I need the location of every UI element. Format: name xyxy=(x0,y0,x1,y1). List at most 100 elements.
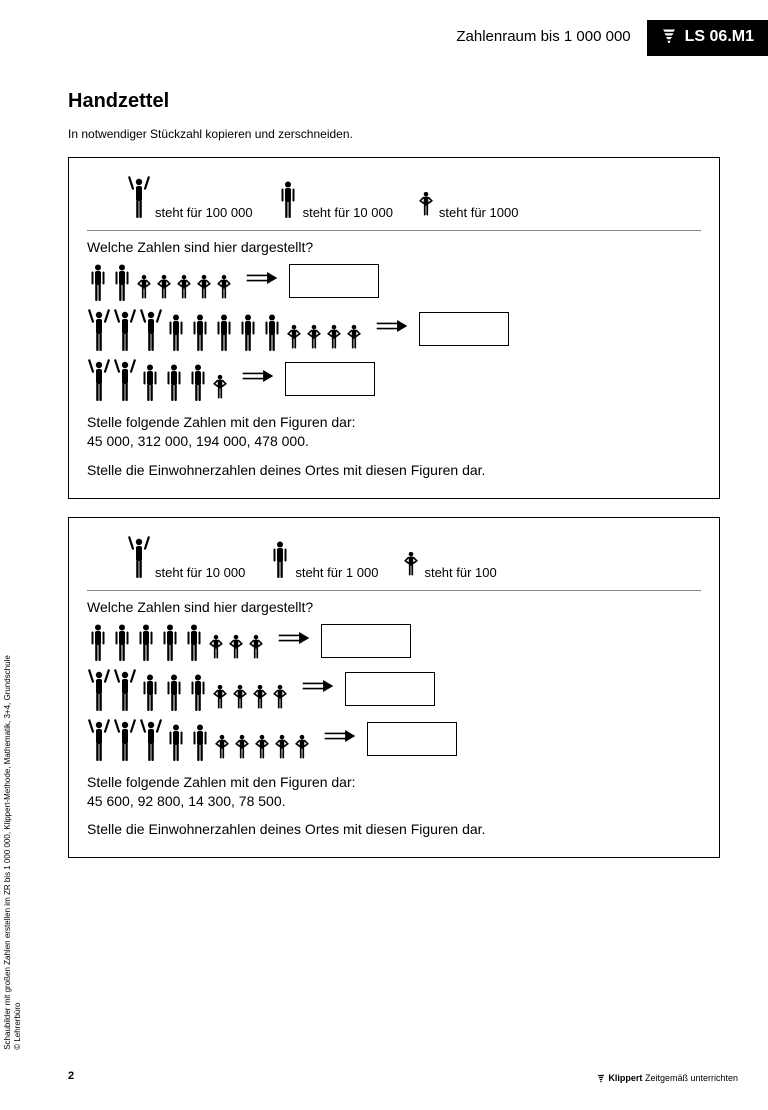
figure-normal-icon xyxy=(135,623,157,663)
figure-normal-icon xyxy=(111,623,133,663)
figure-small-icon xyxy=(211,371,229,403)
legend-item: steht für 1 000 xyxy=(269,540,378,580)
figure-normal-icon xyxy=(187,363,209,403)
figure-normal-icon xyxy=(87,623,109,663)
figure-arms-up-icon xyxy=(127,536,151,580)
figure-small-icon xyxy=(215,271,233,303)
figure-row xyxy=(87,669,701,713)
arrow-icon xyxy=(241,369,275,383)
figure-arms-up-icon xyxy=(113,309,137,353)
section-title: Zahlenraum bis 1 000 000 xyxy=(456,20,646,45)
legend-item: steht für 100 000 xyxy=(127,176,253,220)
arrow-icon xyxy=(323,729,357,743)
figure-small-icon xyxy=(233,731,251,763)
figure-row xyxy=(87,623,701,663)
figure-normal-icon xyxy=(159,623,181,663)
footer-brand: Klippert Zeitgemäß unterrichten xyxy=(596,1073,738,1084)
figure-normal-icon xyxy=(213,313,235,353)
page-title: Handzettel xyxy=(68,90,720,113)
figure-normal-icon xyxy=(261,313,283,353)
legend-label: steht für 100 000 xyxy=(155,205,253,220)
figure-arms-up-icon xyxy=(87,719,111,763)
instruction-text: Stelle folgende Zahlen mit den Figuren d… xyxy=(87,773,701,811)
arrow-icon xyxy=(375,319,409,333)
figure-normal-icon xyxy=(165,313,187,353)
figure-normal-icon xyxy=(139,363,161,403)
legend-item: steht für 1000 xyxy=(417,188,519,220)
figure-arms-up-icon xyxy=(87,359,111,403)
figure-arms-up-icon xyxy=(87,309,111,353)
instruction-text: Stelle die Einwohnerzahlen deines Ortes … xyxy=(87,461,701,480)
figure-arms-up-icon xyxy=(113,719,137,763)
arrow-icon xyxy=(245,271,279,285)
arrow-icon xyxy=(301,679,335,693)
figure-normal-icon xyxy=(269,540,291,580)
figure-small-icon xyxy=(285,321,303,353)
answer-box[interactable] xyxy=(345,672,435,706)
figure-row xyxy=(87,309,701,353)
figure-arms-up-icon xyxy=(87,669,111,713)
figure-normal-icon xyxy=(163,363,185,403)
figure-small-icon xyxy=(325,321,343,353)
figure-normal-icon xyxy=(87,263,109,303)
page-subtitle: In notwendiger Stückzahl kopieren und ze… xyxy=(68,127,720,141)
page-header: Zahlenraum bis 1 000 000 LS 06.M1 xyxy=(68,20,768,56)
figure-small-icon xyxy=(402,548,420,580)
figure-arms-up-icon xyxy=(139,309,163,353)
legend-label: steht für 10 000 xyxy=(155,565,245,580)
figure-normal-icon xyxy=(187,673,209,713)
figure-arms-up-icon xyxy=(127,176,151,220)
exercise-box-2: steht für 10 000 steht für 1 000 steht f… xyxy=(68,517,720,859)
legend-label: steht für 1 000 xyxy=(295,565,378,580)
figure-small-icon xyxy=(195,271,213,303)
figure-small-icon xyxy=(213,731,231,763)
figure-normal-icon xyxy=(277,180,299,220)
question-text: Welche Zahlen sind hier dargestellt? xyxy=(87,599,701,615)
instruction-text: Stelle die Einwohnerzahlen deines Ortes … xyxy=(87,820,701,839)
badge-text: LS 06.M1 xyxy=(685,28,754,46)
answer-box[interactable] xyxy=(321,624,411,658)
figure-small-icon xyxy=(231,681,249,713)
figure-row xyxy=(87,359,701,403)
answer-box[interactable] xyxy=(289,264,379,298)
lesson-badge: LS 06.M1 xyxy=(647,20,768,56)
answer-box[interactable] xyxy=(285,362,375,396)
figure-small-icon xyxy=(247,631,265,663)
figure-normal-icon xyxy=(111,263,133,303)
figure-small-icon xyxy=(227,631,245,663)
figure-small-icon xyxy=(251,681,269,713)
legend-label: steht für 100 xyxy=(424,565,496,580)
exercise-box-1: steht für 100 000 steht für 10 000 steht… xyxy=(68,157,720,499)
figure-small-icon xyxy=(305,321,323,353)
legend-label: steht für 1000 xyxy=(439,205,519,220)
figure-row xyxy=(87,719,701,763)
legend-item: steht für 100 xyxy=(402,548,496,580)
figure-normal-icon xyxy=(139,673,161,713)
question-text: Welche Zahlen sind hier dargestellt? xyxy=(87,239,701,255)
legend-item: steht für 10 000 xyxy=(277,180,393,220)
legend: steht für 10 000 steht für 1 000 steht f… xyxy=(87,532,701,591)
legend-label: steht für 10 000 xyxy=(303,205,393,220)
figure-small-icon xyxy=(273,731,291,763)
figure-small-icon xyxy=(271,681,289,713)
answer-box[interactable] xyxy=(419,312,509,346)
figure-small-icon xyxy=(211,681,229,713)
figure-small-icon xyxy=(175,271,193,303)
figure-small-icon xyxy=(417,188,435,220)
figure-small-icon xyxy=(345,321,363,353)
answer-box[interactable] xyxy=(367,722,457,756)
figure-arms-up-icon xyxy=(113,669,137,713)
legend-item: steht für 10 000 xyxy=(127,536,245,580)
figure-small-icon xyxy=(293,731,311,763)
figure-small-icon xyxy=(155,271,173,303)
figure-normal-icon xyxy=(189,313,211,353)
figure-normal-icon xyxy=(237,313,259,353)
tornado-icon xyxy=(661,28,677,46)
sidebar-credit: Schaubilder mit großen Zahlen erstellen … xyxy=(3,655,24,1050)
legend: steht für 100 000 steht für 10 000 steht… xyxy=(87,172,701,231)
figure-normal-icon xyxy=(183,623,205,663)
figure-normal-icon xyxy=(163,673,185,713)
figure-small-icon xyxy=(135,271,153,303)
instruction-text: Stelle folgende Zahlen mit den Figuren d… xyxy=(87,413,701,451)
figure-small-icon xyxy=(253,731,271,763)
